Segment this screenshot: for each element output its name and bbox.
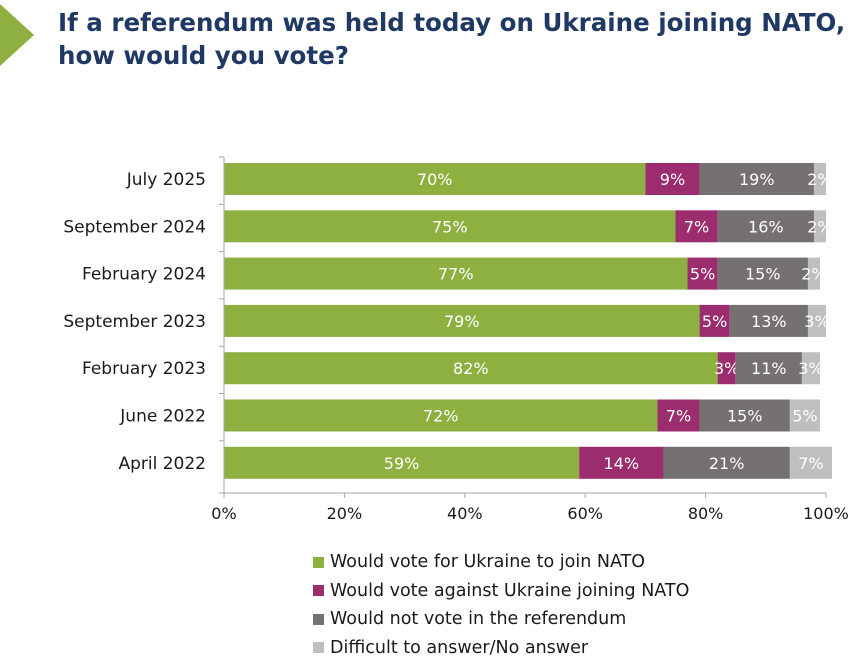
bar-value-label: 5% <box>792 407 817 426</box>
bar-value-label: 21% <box>709 454 745 473</box>
chart-legend: Would vote for Ukraine to join NATO Would… <box>313 548 689 662</box>
legend-label: Difficult to answer/No answer <box>330 638 588 658</box>
legend-item: Difficult to answer/No answer <box>313 634 689 662</box>
bar-value-label: 2% <box>807 170 832 189</box>
bar-value-label: 82% <box>453 359 489 378</box>
legend-item: Would vote against Ukraine joining NATO <box>313 577 689 606</box>
bar-value-label: 7% <box>666 407 691 426</box>
bar-value-label: 7% <box>684 217 709 236</box>
legend-label: Would not vote in the referendum <box>330 609 626 629</box>
legend-swatch <box>313 642 324 653</box>
bar-value-label: 15% <box>727 407 763 426</box>
bar-value-label: 14% <box>604 454 640 473</box>
bar-value-label: 5% <box>702 312 727 331</box>
bar-value-label: 13% <box>751 312 787 331</box>
category-label: September 2023 <box>63 312 206 332</box>
bar-value-label: 3% <box>714 359 739 378</box>
bar-value-label: 9% <box>660 170 685 189</box>
bar-value-label: 2% <box>801 265 826 284</box>
bar-value-label: 5% <box>690 265 715 284</box>
bar-value-label: 19% <box>739 170 775 189</box>
legend-label: Would vote for Ukraine to join NATO <box>330 552 645 572</box>
legend-label: Would vote against Ukraine joining NATO <box>330 581 689 601</box>
x-tick-label: 60% <box>567 504 603 523</box>
bar-value-label: 72% <box>423 407 459 426</box>
x-tick-label: 80% <box>688 504 724 523</box>
x-tick-label: 0% <box>211 504 236 523</box>
bar-value-label: 3% <box>804 312 829 331</box>
category-label: September 2024 <box>63 217 206 237</box>
x-tick-label: 100% <box>803 504 849 523</box>
category-label: June 2022 <box>119 407 206 427</box>
bar-value-label: 3% <box>798 359 823 378</box>
category-label: July 2025 <box>126 170 206 190</box>
category-label: February 2023 <box>82 359 206 379</box>
category-label: February 2024 <box>82 265 206 285</box>
bar-value-label: 79% <box>444 312 480 331</box>
bar-value-label: 77% <box>438 265 474 284</box>
bar-value-label: 2% <box>807 217 832 236</box>
legend-swatch <box>313 614 324 625</box>
legend-swatch <box>313 557 324 568</box>
legend-item: Would vote for Ukraine to join NATO <box>313 548 689 577</box>
bar-value-label: 16% <box>748 217 784 236</box>
bar-value-label: 70% <box>417 170 453 189</box>
bar-value-label: 15% <box>745 265 781 284</box>
bar-value-label: 75% <box>432 217 468 236</box>
bar-value-label: 7% <box>798 454 823 473</box>
bar-value-label: 11% <box>751 359 787 378</box>
category-label: April 2022 <box>118 454 206 474</box>
x-tick-label: 20% <box>327 504 363 523</box>
x-tick-label: 40% <box>447 504 483 523</box>
legend-swatch <box>313 585 324 596</box>
bar-value-label: 59% <box>384 454 420 473</box>
legend-item: Would not vote in the referendum <box>313 605 689 634</box>
